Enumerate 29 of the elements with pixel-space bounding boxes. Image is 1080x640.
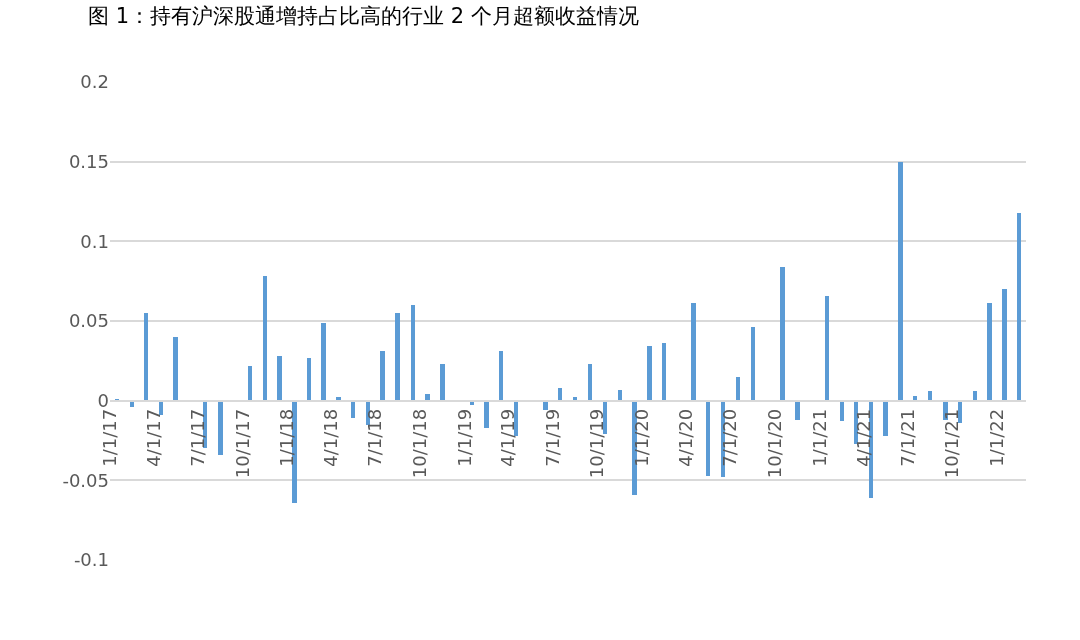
y-tick-label: -0.05 bbox=[62, 469, 109, 491]
chart-title: 图 1：持有沪深股通增持占比高的行业 2 个月超额收益情况 bbox=[88, 3, 639, 28]
x-tick-label: 1/1/22 bbox=[986, 408, 1008, 467]
x-tick-label: 10/1/19 bbox=[586, 408, 608, 479]
y-tick-label: 0 bbox=[97, 389, 109, 411]
x-tick-label: 1/1/18 bbox=[276, 408, 298, 467]
x-tick-label: 7/1/21 bbox=[896, 408, 918, 467]
y-tick-label: 0.1 bbox=[80, 230, 109, 252]
x-tick-label: 1/1/21 bbox=[808, 408, 830, 467]
x-tick-label: 7/1/19 bbox=[541, 408, 563, 467]
x-tick-label: 10/1/18 bbox=[408, 408, 430, 479]
y-tick-label: 0.15 bbox=[68, 150, 109, 172]
x-tick-label: 1/1/19 bbox=[453, 408, 475, 467]
x-tick-label: 10/1/21 bbox=[941, 408, 963, 479]
x-tick-label: 4/1/17 bbox=[142, 408, 164, 467]
x-tick-label: 1/1/20 bbox=[630, 408, 652, 467]
x-tick-label: 7/1/17 bbox=[186, 408, 208, 467]
x-tick-label: 7/1/18 bbox=[364, 408, 386, 467]
x-tick-label: 10/1/17 bbox=[231, 408, 253, 479]
y-tick-label: 0.2 bbox=[80, 71, 109, 93]
y-tick-label: -0.1 bbox=[73, 549, 109, 571]
x-tick-label: 4/1/19 bbox=[497, 408, 519, 467]
x-tick-label: 10/1/20 bbox=[764, 408, 786, 479]
y-tick-label: 0.05 bbox=[68, 310, 109, 332]
x-tick-label: 4/1/21 bbox=[852, 408, 874, 467]
x-tick-label: 1/1/17 bbox=[98, 408, 120, 467]
x-tick-label: 7/1/20 bbox=[719, 408, 741, 467]
x-tick-label: 4/1/20 bbox=[675, 408, 697, 467]
x-tick-label: 4/1/18 bbox=[319, 408, 341, 467]
